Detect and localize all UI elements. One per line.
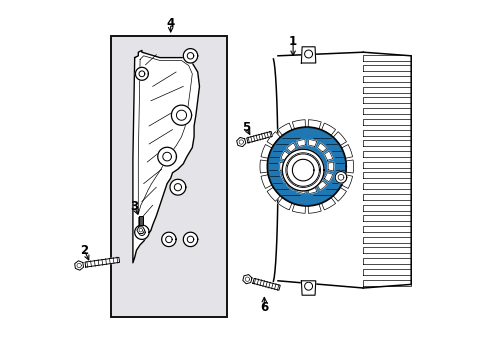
- Polygon shape: [165, 236, 172, 243]
- Polygon shape: [139, 216, 142, 225]
- Polygon shape: [363, 204, 410, 211]
- Polygon shape: [363, 65, 410, 71]
- Polygon shape: [279, 162, 285, 171]
- Polygon shape: [139, 229, 145, 235]
- Text: 3: 3: [130, 201, 139, 213]
- Polygon shape: [307, 140, 316, 147]
- Polygon shape: [363, 76, 410, 82]
- Polygon shape: [333, 132, 346, 145]
- Polygon shape: [183, 232, 197, 247]
- Polygon shape: [363, 55, 410, 60]
- Polygon shape: [280, 173, 288, 182]
- Polygon shape: [304, 282, 312, 290]
- Bar: [111, 36, 226, 317]
- Polygon shape: [267, 128, 345, 205]
- Polygon shape: [286, 154, 319, 186]
- Polygon shape: [266, 188, 280, 201]
- Polygon shape: [363, 258, 410, 264]
- Polygon shape: [307, 186, 316, 193]
- Polygon shape: [363, 98, 410, 103]
- Polygon shape: [292, 159, 313, 181]
- Polygon shape: [137, 227, 144, 234]
- Polygon shape: [363, 215, 410, 221]
- Polygon shape: [363, 87, 410, 93]
- Polygon shape: [301, 281, 315, 295]
- Polygon shape: [261, 144, 271, 158]
- Polygon shape: [139, 71, 144, 77]
- Polygon shape: [252, 278, 280, 290]
- Text: 2: 2: [80, 244, 88, 257]
- Polygon shape: [286, 181, 296, 190]
- Polygon shape: [363, 172, 410, 179]
- Polygon shape: [304, 50, 312, 58]
- Polygon shape: [260, 160, 267, 173]
- Polygon shape: [333, 188, 346, 201]
- Polygon shape: [187, 236, 193, 243]
- Polygon shape: [158, 147, 176, 166]
- Polygon shape: [317, 181, 326, 190]
- Polygon shape: [363, 194, 410, 200]
- Polygon shape: [286, 143, 296, 152]
- Polygon shape: [277, 198, 291, 210]
- Polygon shape: [321, 198, 335, 210]
- Polygon shape: [135, 67, 148, 80]
- Polygon shape: [301, 47, 315, 63]
- Polygon shape: [363, 226, 410, 232]
- Polygon shape: [337, 175, 343, 180]
- Polygon shape: [363, 280, 410, 285]
- Polygon shape: [296, 186, 305, 193]
- Polygon shape: [363, 237, 410, 243]
- Polygon shape: [321, 123, 335, 135]
- Polygon shape: [266, 127, 346, 206]
- Text: 4: 4: [166, 17, 175, 30]
- Polygon shape: [85, 257, 120, 267]
- Polygon shape: [327, 162, 333, 171]
- Polygon shape: [317, 143, 326, 152]
- Polygon shape: [341, 175, 352, 189]
- Polygon shape: [363, 269, 410, 275]
- Polygon shape: [171, 105, 191, 125]
- Polygon shape: [174, 184, 181, 191]
- Polygon shape: [187, 53, 193, 59]
- Polygon shape: [346, 160, 353, 173]
- Polygon shape: [307, 120, 321, 129]
- Polygon shape: [277, 123, 291, 135]
- Polygon shape: [292, 204, 305, 213]
- Polygon shape: [176, 110, 186, 120]
- Polygon shape: [282, 149, 324, 191]
- Text: 1: 1: [288, 35, 297, 48]
- Polygon shape: [363, 119, 410, 125]
- Polygon shape: [363, 108, 410, 114]
- Polygon shape: [363, 247, 410, 253]
- Text: 6: 6: [260, 301, 268, 314]
- Polygon shape: [363, 140, 410, 146]
- Polygon shape: [280, 151, 288, 160]
- Polygon shape: [363, 162, 410, 168]
- Polygon shape: [292, 120, 305, 129]
- Polygon shape: [307, 204, 321, 213]
- Polygon shape: [246, 131, 272, 143]
- Polygon shape: [285, 153, 320, 187]
- Polygon shape: [363, 151, 410, 157]
- Polygon shape: [341, 144, 352, 158]
- Polygon shape: [335, 172, 346, 183]
- Polygon shape: [133, 50, 199, 263]
- Polygon shape: [170, 179, 185, 195]
- Polygon shape: [363, 130, 410, 136]
- Polygon shape: [183, 49, 197, 63]
- Polygon shape: [296, 140, 305, 147]
- Polygon shape: [324, 151, 332, 160]
- Polygon shape: [236, 138, 245, 147]
- Polygon shape: [163, 152, 171, 161]
- Polygon shape: [162, 232, 176, 247]
- Polygon shape: [243, 275, 251, 284]
- Polygon shape: [75, 261, 83, 270]
- Polygon shape: [272, 52, 363, 288]
- Polygon shape: [134, 225, 149, 239]
- Polygon shape: [363, 183, 410, 189]
- Polygon shape: [261, 175, 271, 189]
- Polygon shape: [324, 173, 332, 182]
- Text: 5: 5: [242, 121, 250, 134]
- Polygon shape: [266, 132, 280, 145]
